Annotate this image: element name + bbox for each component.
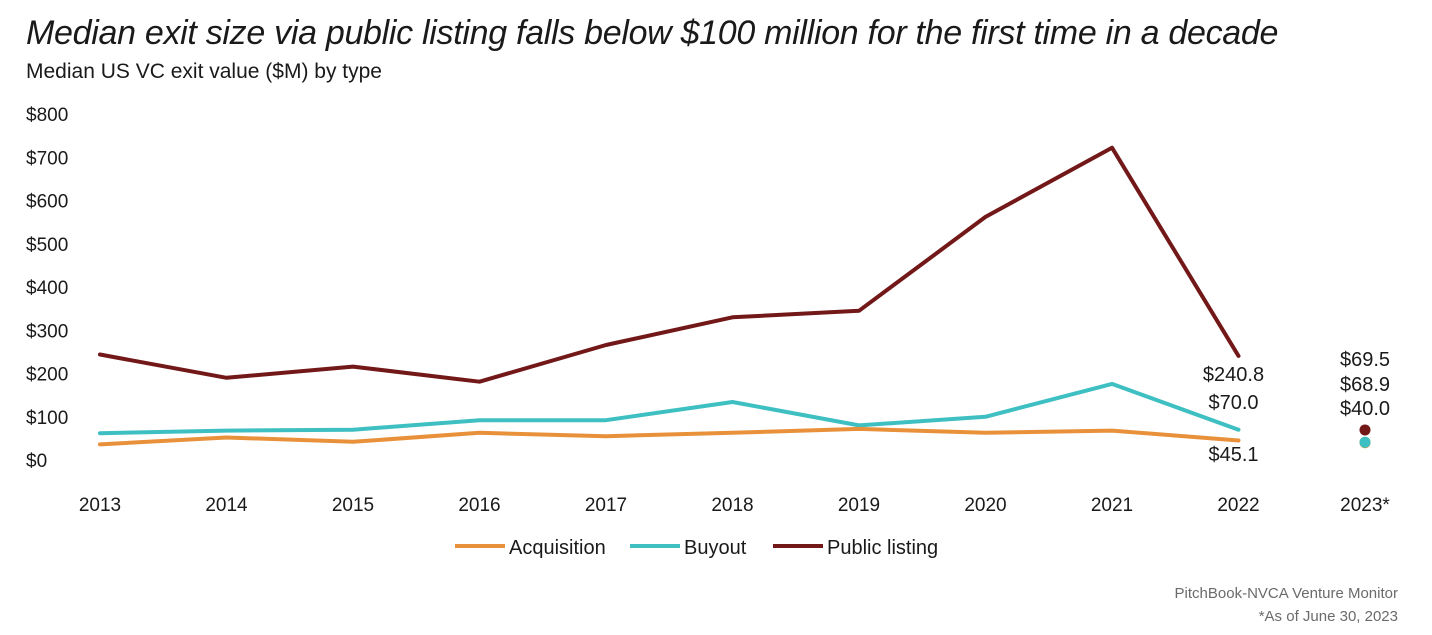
x-tick-label: 2022 (1217, 495, 1259, 516)
legend: Acquisition Buyout Public listing (455, 537, 938, 559)
x-tick-label: 2018 (711, 495, 753, 516)
chart-subtitle: Median US VC exit value ($M) by type (26, 60, 382, 83)
y-tick-label: $400 (26, 278, 68, 299)
y-tick-label: $0 (26, 451, 47, 472)
y-tick-label: $300 (26, 321, 68, 342)
y-tick-label: $500 (26, 235, 68, 256)
y-tick-label: $200 (26, 365, 68, 386)
data-label-2022: $70.0 (1208, 392, 1258, 414)
y-axis: $0 $100 $200 $300 $400 $500 $600 $700 $800 (26, 105, 68, 472)
x-tick-label: 2016 (458, 495, 500, 516)
x-tick-label: 2014 (205, 495, 248, 516)
data-label-2023: $69.5 (1340, 349, 1390, 371)
x-tick-label: 2021 (1091, 495, 1133, 516)
y-tick-label: $100 (26, 408, 68, 429)
points-2023 (1359, 424, 1371, 449)
series-line-buyout (98, 381, 1241, 436)
x-axis: 2013 2014 2015 2016 2017 2018 2019 2020 2021 2022… (79, 495, 1391, 516)
y-tick-label: $700 (26, 148, 68, 169)
data-label-2023: $40.0 (1340, 398, 1390, 420)
x-tick-label: 2017 (585, 495, 627, 516)
series-line-acquisition (98, 426, 1241, 447)
footnote: *As of June 30, 2023 (1258, 608, 1398, 625)
legend-label-acquisition: Acquisition (509, 537, 606, 559)
data-label-2022: $240.8 (1203, 364, 1264, 386)
legend-label-buyout: Buyout (684, 537, 747, 559)
y-tick-label: $800 (26, 105, 68, 126)
data-label-2023: $68.9 (1340, 374, 1390, 396)
x-tick-label: 2020 (964, 495, 1006, 516)
data-labels: $240.8 $70.0 $45.1 $69.5 $68.9$40.0 (1203, 349, 1390, 466)
x-tick-label: 2013 (79, 495, 121, 516)
chart-title: Median exit size via public listing fall… (26, 14, 1279, 52)
legend-label-public-listing: Public listing (827, 537, 938, 559)
point-2023-public-listing (1359, 424, 1371, 436)
series-lines (98, 145, 1241, 447)
point-2023-buyout (1359, 436, 1371, 448)
x-tick-label: 2019 (838, 495, 880, 516)
source-note: PitchBook-NVCA Venture Monitor (1174, 585, 1398, 602)
series-line-public-listing (98, 145, 1241, 384)
y-tick-label: $600 (26, 192, 68, 213)
data-label-2022: $45.1 (1208, 444, 1258, 466)
x-tick-label: 2015 (332, 495, 374, 516)
x-tick-label: 2023* (1340, 495, 1390, 516)
